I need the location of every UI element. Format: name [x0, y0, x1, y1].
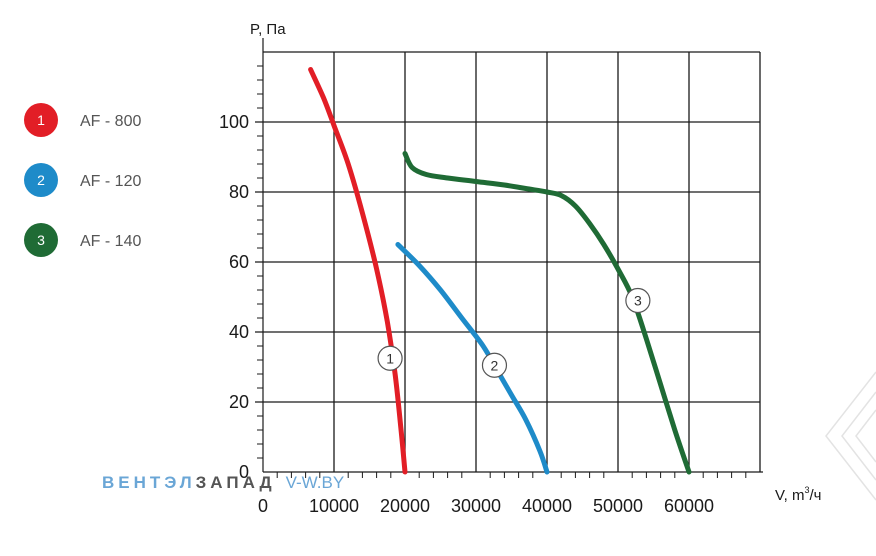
curve-label-circle [625, 287, 651, 314]
y-minor-ticks [257, 65, 747, 478]
y-tick-label: 0 [239, 462, 249, 482]
legend-number: 1 [37, 112, 45, 128]
watermark-chevrons [825, 371, 876, 501]
curve-label-circle [377, 345, 403, 371]
x-tick-label: 50000 [593, 496, 643, 516]
x-tick-label: 10000 [309, 496, 359, 516]
x-tick-labels: 0 10000 20000 30000 40000 50000 60000 [258, 496, 714, 516]
legend-marker-1 [24, 103, 58, 137]
watermark-part3: V-W.BY [286, 473, 345, 492]
axes [262, 38, 763, 473]
watermark-part1: ВЕНТЭЛ [102, 473, 196, 492]
legend-number: 2 [37, 172, 45, 188]
y-tick-label: 40 [229, 322, 249, 342]
series-line-2 [395, 242, 550, 475]
curve-label-text: 3 [634, 293, 642, 309]
y-tick-labels: 0 20 40 60 80 100 [219, 112, 249, 482]
x-tick-label: 40000 [522, 496, 572, 516]
x-tick-label: 0 [258, 496, 268, 516]
y-tick-label: 20 [229, 392, 249, 412]
legend-marker-2 [24, 163, 58, 197]
legend-label: AF - 140 [80, 233, 141, 250]
series-line-3 [402, 151, 692, 475]
watermark-part2: ЗАПАД [196, 473, 276, 492]
legend-label: AF - 800 [80, 113, 141, 130]
x-tick-label: 60000 [664, 496, 714, 516]
x-tick-label: 30000 [451, 496, 501, 516]
legend-marker-3 [24, 223, 58, 257]
grid [255, 51, 761, 472]
y-tick-label: 80 [229, 182, 249, 202]
series-line-1 [308, 67, 408, 475]
x-tick-label: 20000 [380, 496, 430, 516]
watermark: ВЕНТЭЛЗАПАД V-W.BY [102, 473, 344, 492]
y-axis-title: P, Па [250, 21, 286, 38]
x-axis-title-main: V, m [775, 487, 804, 504]
curve-labels: 1 2 3 [377, 287, 651, 378]
curve-label-text: 1 [386, 350, 394, 366]
x-axis-title: V, m3/ч [775, 485, 821, 504]
curves [308, 67, 692, 475]
x-axis-title-tail: /ч [809, 487, 821, 504]
x-axis-title-sup: 3 [804, 485, 809, 495]
y-tick-label: 100 [219, 112, 249, 132]
curve-label-text: 2 [491, 357, 499, 373]
y-tick-label: 60 [229, 252, 249, 272]
curve-label-circle [481, 352, 508, 378]
legend: 1 AF - 800 2 AF - 120 3 AF - 140 [24, 103, 141, 257]
legend-label: AF - 120 [80, 173, 141, 190]
legend-number: 3 [37, 232, 45, 248]
